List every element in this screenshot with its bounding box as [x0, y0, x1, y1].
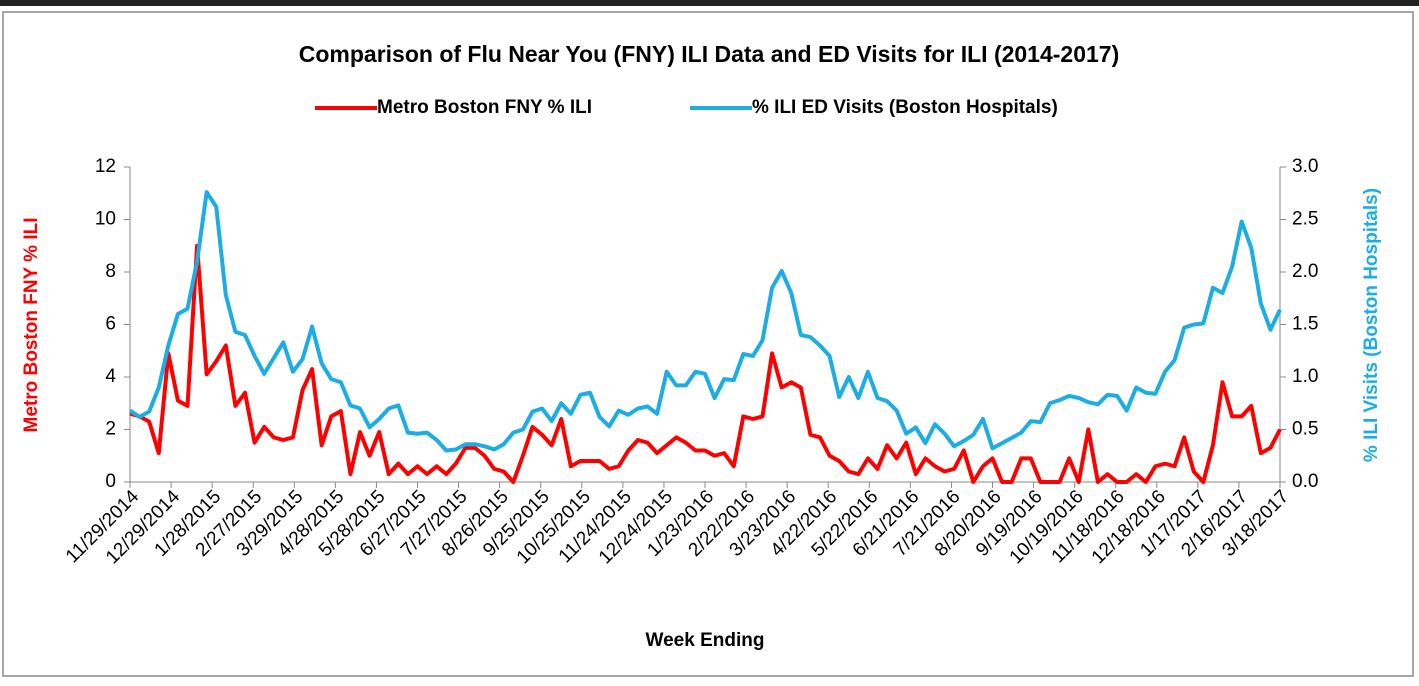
y-axis-label: Metro Boston FNY % ILI: [21, 218, 42, 433]
chart-title: Comparison of Flu Near You (FNY) ILI Dat…: [299, 41, 1120, 67]
y2-tick-label: 1.5: [1292, 314, 1318, 335]
y2-tick-label: 0.5: [1292, 419, 1318, 440]
y2-tick-label: 1.0: [1292, 366, 1318, 387]
y-tick-label: 0: [105, 471, 116, 492]
x-axis-label: Week Ending: [646, 630, 765, 651]
chart-frame: [2, 11, 1414, 677]
y-tick-label: 2: [105, 419, 116, 440]
y2-axis-label: % ILI Visits (Boston Hospitals): [1361, 188, 1382, 462]
y-tick-label: 4: [105, 366, 116, 387]
y2-tick-label: 2.5: [1292, 209, 1318, 230]
y-tick-label: 6: [105, 314, 116, 335]
series-line: [128, 190, 1282, 453]
legend-label: Metro Boston FNY % ILI: [377, 97, 592, 118]
y-tick-label: 12: [95, 156, 116, 177]
y2-tick-label: 2.0: [1292, 261, 1318, 282]
y-tick-label: 10: [95, 209, 116, 230]
top-bar: [0, 0, 1419, 6]
y-tick-label: 8: [105, 261, 116, 282]
y2-tick-label: 3.0: [1292, 156, 1318, 177]
legend-label: % ILI ED Visits (Boston Hospitals): [752, 97, 1058, 118]
series-line: [129, 243, 1282, 484]
y2-tick-label: 0.0: [1292, 471, 1318, 492]
